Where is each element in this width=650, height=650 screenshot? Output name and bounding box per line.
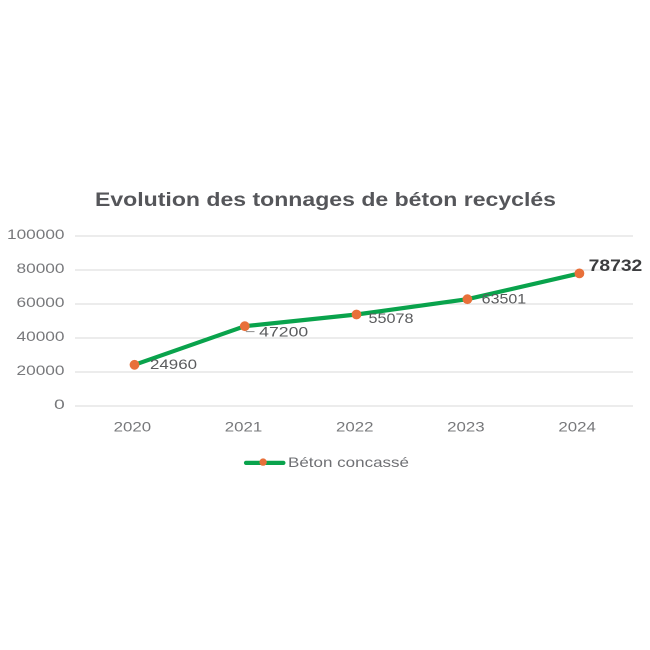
- svg-text:60000: 60000: [17, 294, 65, 310]
- svg-text:80000: 80000: [17, 260, 65, 276]
- svg-text:47200: 47200: [259, 324, 308, 340]
- svg-text:2022: 2022: [336, 419, 374, 435]
- svg-text:63501: 63501: [482, 291, 527, 307]
- svg-text:40000: 40000: [17, 328, 65, 344]
- svg-text:Evolution des tonnages de béto: Evolution des tonnages de béton recyclés: [95, 190, 556, 211]
- svg-text:78732: 78732: [589, 257, 643, 275]
- svg-text:2021: 2021: [225, 419, 263, 435]
- svg-text:24960: 24960: [150, 356, 197, 372]
- svg-text:0: 0: [54, 396, 65, 412]
- svg-text:Béton concassé: Béton concassé: [288, 454, 409, 470]
- svg-text:2020: 2020: [114, 419, 152, 435]
- svg-text:2024: 2024: [558, 419, 596, 435]
- svg-text:2023: 2023: [447, 419, 485, 435]
- svg-text:55078: 55078: [369, 310, 414, 326]
- svg-text:20000: 20000: [17, 362, 65, 378]
- svg-text:100000: 100000: [7, 226, 65, 242]
